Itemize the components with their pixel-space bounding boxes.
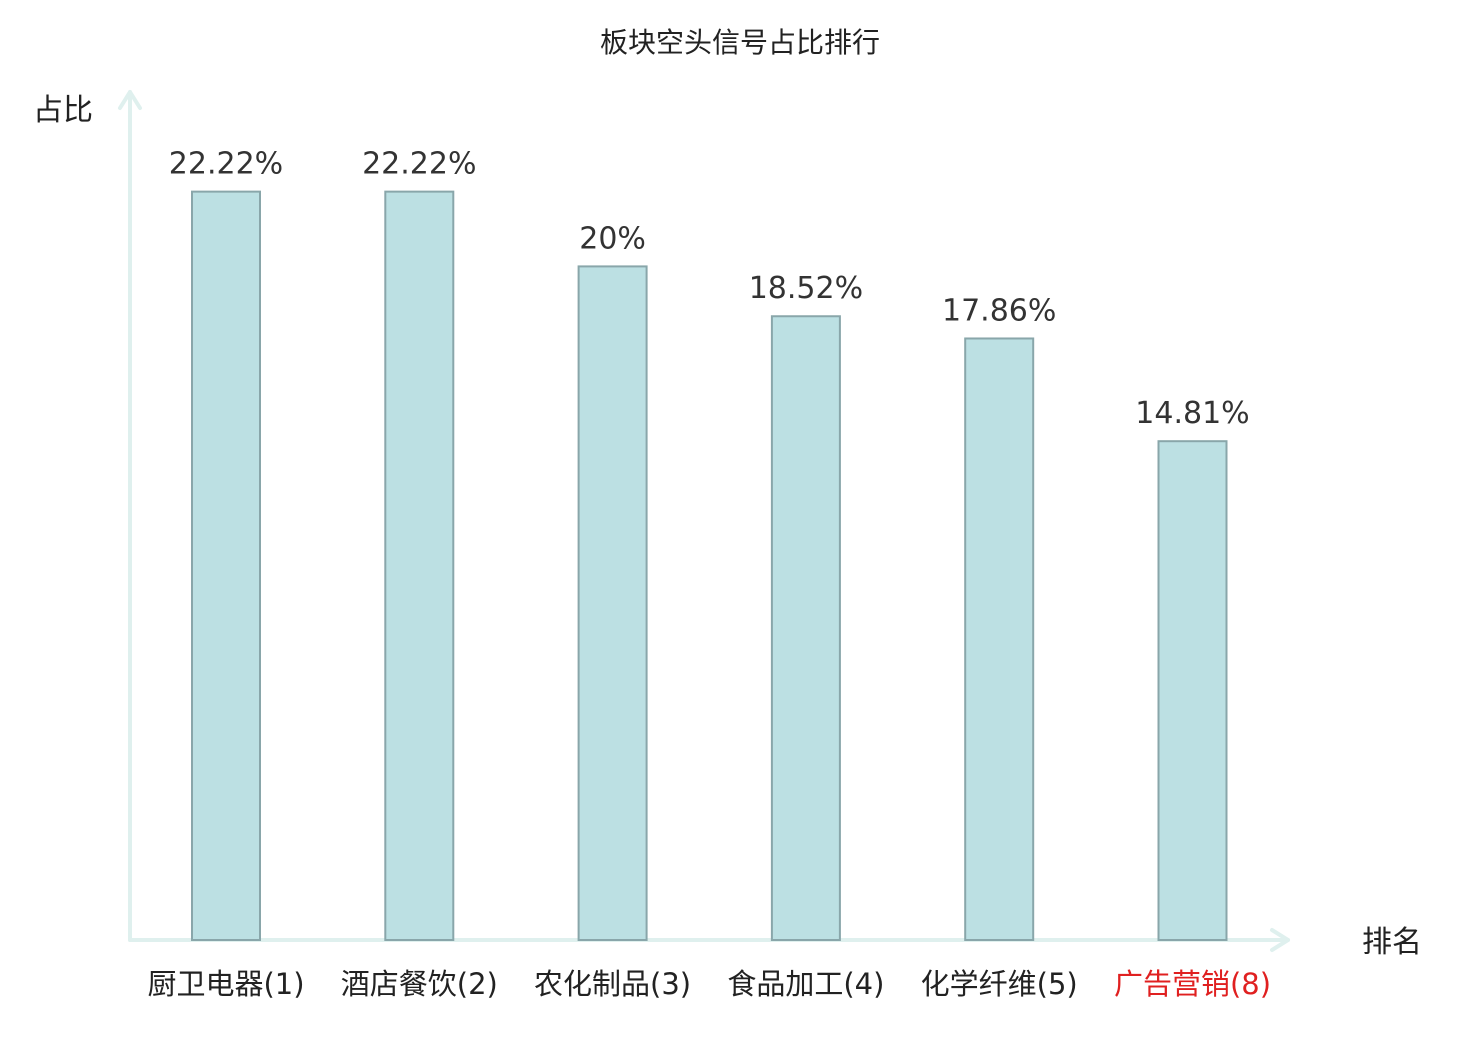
bar-value-label: 17.86%: [942, 293, 1056, 328]
chart-title: 板块空头信号占比排行: [600, 26, 880, 59]
x-axis-arrow-icon: [1270, 928, 1290, 952]
bar: [577, 265, 648, 941]
bar: [1157, 440, 1228, 941]
y-axis-label: 占比: [33, 93, 93, 128]
bar-value-label: 14.81%: [1135, 396, 1249, 431]
bar-value-label: 22.22%: [362, 147, 476, 182]
y-axis-arrow-icon: [118, 90, 142, 110]
category-label: 酒店餐饮(2): [341, 967, 498, 1001]
category-label: 化学纤维(5): [921, 967, 1078, 1001]
bar: [770, 315, 841, 941]
x-axis-label: 排名: [1362, 925, 1422, 960]
category-label: 广告营销(8): [1114, 967, 1271, 1001]
bars-group: 22.22% 厨卫电器(1) 22.22% 酒店餐饮(2) 20% 农化制品(3) 18.5…: [147, 147, 1271, 1001]
category-label: 农化制品(3): [534, 967, 691, 1001]
bar-value-label: 22.22%: [169, 147, 283, 182]
bar: [964, 337, 1035, 941]
category-label: 食品加工(4): [727, 967, 884, 1001]
bar-value-label: 20%: [579, 221, 646, 256]
bar: [384, 190, 455, 942]
bar-value-label: 18.52%: [749, 271, 863, 306]
category-label: 厨卫电器(1): [147, 967, 304, 1001]
bar: [191, 190, 261, 942]
